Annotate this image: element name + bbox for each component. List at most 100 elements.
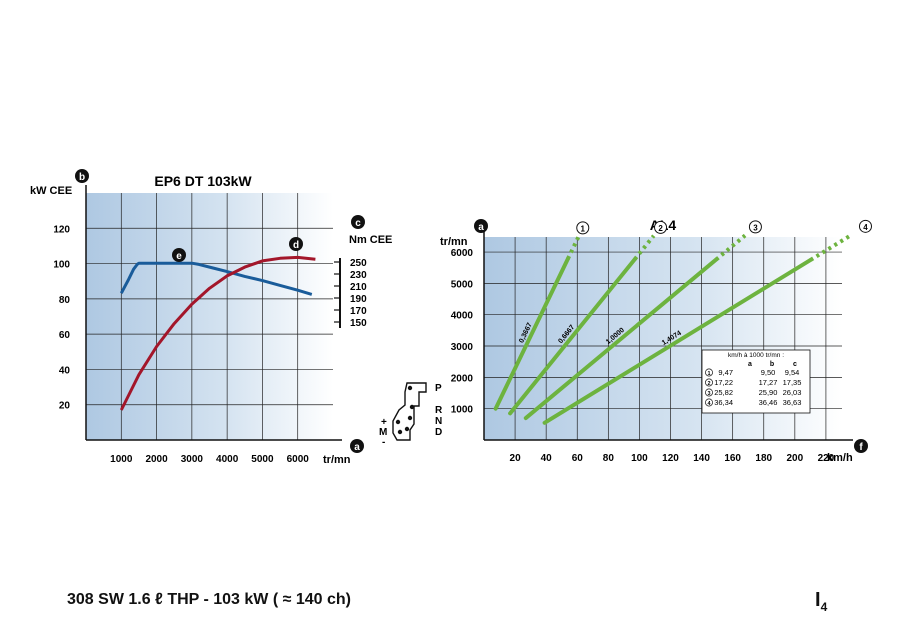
ratio-table-box (701, 349, 811, 414)
gear-badge-label-3: 3 (753, 223, 758, 232)
ratio-table-gear-badge-4 (705, 398, 713, 407)
power-tick-80: 80 (59, 295, 71, 306)
speed-tick-120: 120 (662, 453, 679, 464)
torque-tick-210: 210 (350, 282, 367, 293)
marker-b-badge (75, 169, 89, 183)
marker-e-letter: e (176, 251, 182, 262)
selector-dot-n (407, 415, 413, 421)
ratio-table-cell-1-1: 9,50 (761, 368, 776, 377)
power-axis-label: kW CEE (30, 185, 72, 197)
page-marker-sub: 4 (820, 600, 828, 614)
gear-line-1 (493, 256, 570, 411)
selector-label-p: P (435, 383, 442, 394)
rpm-axis-label: tr/mn (323, 454, 351, 466)
ratio-table-gear-badge-1 (705, 368, 713, 377)
ratio-table: km/h à 1000 tr/mn : a b c 1 9,47 9,50 9,54 2 17,… (701, 349, 811, 414)
selector-label-plus: + (381, 417, 387, 428)
gearbox-chart: AL4 a tr/mn f km/h 100020003000400050006… (440, 217, 872, 464)
selector-dot-m (397, 429, 403, 435)
speed-tick-labels: 20 40 60 80 100 120 140 160 180 200 220 (510, 453, 835, 464)
selector-gate-outline (392, 382, 427, 441)
gear-selector-diagram: P R N D + M - (379, 382, 443, 448)
marker-d-letter: d (293, 240, 299, 251)
gear-badge-label-4: 4 (863, 223, 868, 232)
speed-tick-60: 60 (572, 453, 584, 464)
rpm-tick-3000: 3000 (181, 454, 204, 465)
speed-tick-40: 40 (541, 453, 553, 464)
marker-d-badge (289, 237, 303, 251)
rpm-tick-4000: 4000 (216, 454, 239, 465)
model-caption: 308 SW 1.6 ℓ THP - 103 kW ( ≈ 140 ch) (67, 591, 351, 608)
speed-tick-180: 180 (755, 453, 772, 464)
speed-tick-100: 100 (631, 453, 648, 464)
speed-axis-label: km/h (827, 452, 853, 464)
gear-badge-3 (748, 220, 762, 234)
ratio-table-gear-badge-3 (705, 388, 713, 397)
ratio-table-col-a: a (748, 361, 752, 368)
power-tick-20: 20 (59, 401, 71, 412)
speed-tick-200: 200 (786, 453, 803, 464)
engine-chart-title: EP6 DT 103kW (154, 173, 252, 189)
gear-badge-label-1: 1 (581, 224, 586, 233)
marker-c-badge (351, 215, 365, 229)
marker-b-letter: b (79, 172, 85, 183)
rpm2-tick-2000: 2000 (451, 373, 474, 384)
power-tick-120: 120 (53, 224, 70, 235)
ratio-table-gear-1: 1 (707, 371, 710, 377)
marker-c-letter: c (355, 218, 361, 229)
gear-line-dotted-1 (566, 235, 581, 260)
selector-label-m: M (379, 427, 387, 438)
selector-label-n: N (435, 416, 442, 427)
ratio-table-cell-2-2: 17,35 (783, 378, 802, 387)
gear-line-dotted-4 (809, 233, 853, 262)
ratio-table-cell-4-2: 36,63 (783, 398, 802, 407)
ratio-table-cell-3-2: 26,03 (783, 388, 802, 397)
rpm-axis-label-2: tr/mn (440, 236, 468, 248)
ratio-table-cell-2-0: 17,22 (714, 378, 733, 387)
rpm2-tick-4000: 4000 (451, 311, 474, 322)
marker-e-badge (172, 248, 186, 262)
rpm-tick-labels: 1000 2000 3000 4000 5000 6000 (110, 454, 309, 465)
selector-dot-p (407, 385, 413, 391)
gear-line-2 (508, 257, 637, 416)
rpm-tick-5000: 5000 (251, 454, 274, 465)
torque-axis-label: Nm CEE (349, 234, 392, 246)
torque-curve (119, 261, 313, 296)
ratio-table-gear-badge-2 (705, 378, 713, 387)
power-tick-labels: 20 40 60 80 100 120 (53, 224, 70, 411)
marker-a2-badge (474, 219, 488, 233)
gear-badge-1 (576, 221, 590, 235)
marker-f-badge (854, 439, 868, 453)
gear-line-dotted-2 (633, 234, 656, 261)
rpm-tick-6000: 6000 (287, 454, 310, 465)
speed-tick-160: 160 (724, 453, 741, 464)
speed-tick-220: 220 (818, 453, 835, 464)
speed-tick-80: 80 (603, 453, 615, 464)
rpm2-tick-5000: 5000 (451, 279, 474, 290)
torque-tick-170: 170 (350, 306, 367, 317)
ratio-table-body: a b c 1 9,47 9,50 9,54 2 17,22 17,27 17,35 3 25,82 25… (705, 361, 801, 407)
selector-label-d: D (435, 427, 442, 438)
ratio-table-cell-2-1: 17,27 (759, 378, 778, 387)
ratio-table-col-c: c (793, 361, 797, 368)
marker-f-letter: f (859, 442, 863, 453)
engine-chart: EP6 DT 103kW b kW CEE c Nm CEE 150170190… (30, 169, 392, 466)
engine-chart-grid (86, 193, 333, 440)
ratio-table-caption: km/h à 1000 tr/mn : (728, 352, 784, 359)
torque-tick-150: 150 (350, 318, 367, 329)
gear-line-3 (523, 257, 719, 421)
ratio-table-gear-2: 2 (707, 381, 710, 387)
speed-tick-140: 140 (693, 453, 710, 464)
power-tick-100: 100 (53, 260, 70, 271)
selector-label-r: R (435, 405, 443, 416)
gear-badge-2 (654, 220, 668, 234)
rpm-tick-2000: 2000 (145, 454, 168, 465)
selector-label-minus: - (382, 437, 385, 448)
ratio-table-cell-1-0: 9,47 (718, 368, 733, 377)
power-curve (119, 255, 316, 411)
rpm2-tick-6000: 6000 (451, 248, 474, 259)
marker-a2-letter: a (478, 222, 484, 233)
ratio-table-cell-3-0: 25,82 (714, 388, 733, 397)
